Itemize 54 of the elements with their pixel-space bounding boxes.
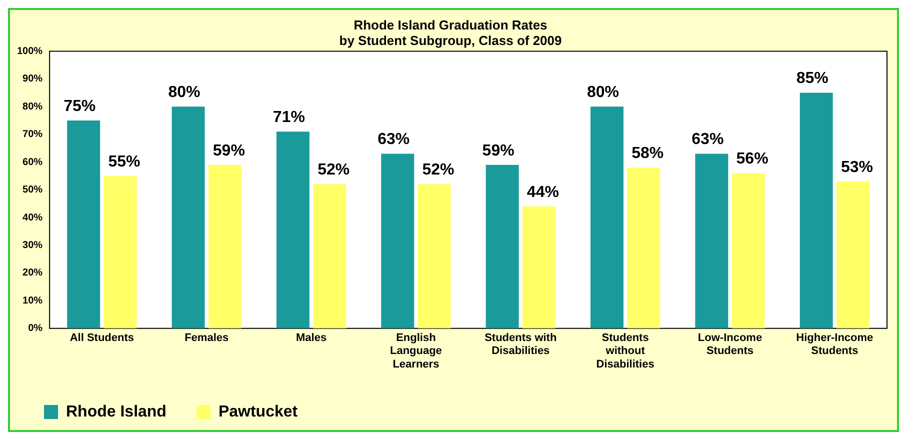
bar xyxy=(418,184,451,328)
bar xyxy=(313,184,346,328)
data-label: 58% xyxy=(632,145,664,162)
data-label: 63% xyxy=(378,131,410,148)
y-tick-label: 50% xyxy=(22,184,43,196)
y-tick-label: 20% xyxy=(22,268,43,279)
data-label: 55% xyxy=(108,153,140,170)
bar xyxy=(208,164,242,328)
bar xyxy=(172,106,205,328)
x-tick-label: Females xyxy=(184,332,229,344)
data-label: 56% xyxy=(736,150,768,168)
y-tick-label: 90% xyxy=(22,74,43,85)
y-tick-label: 100% xyxy=(17,46,43,57)
bar xyxy=(486,164,519,328)
y-tick-label: 60% xyxy=(22,156,43,168)
data-label: 63% xyxy=(692,131,724,148)
y-tick-label: 70% xyxy=(22,129,43,140)
chart-title: Rhode Island Graduation Rates by Student Subgroup, Class of 2009 xyxy=(339,17,562,48)
data-label: 53% xyxy=(840,158,873,176)
data-label: 85% xyxy=(796,70,828,88)
bar xyxy=(836,181,870,328)
x-tick-label: English Language Learners xyxy=(390,332,442,370)
legend-label: Rhode Island xyxy=(66,403,166,420)
bar xyxy=(381,154,414,328)
bar xyxy=(522,206,556,328)
y-tick-label: 0% xyxy=(28,323,43,334)
x-tick-label: Students without Disabilities xyxy=(596,332,654,370)
y-tick-label: 30% xyxy=(22,240,43,251)
bar xyxy=(695,154,728,328)
y-tick-label: 80% xyxy=(22,101,43,112)
bar xyxy=(67,120,100,328)
bar xyxy=(590,106,624,328)
data-label: 80% xyxy=(168,84,200,102)
data-label: 75% xyxy=(64,98,96,115)
data-label: 71% xyxy=(272,108,305,126)
data-label: 44% xyxy=(526,184,559,201)
y-tick-label: 10% xyxy=(22,295,43,306)
bar xyxy=(800,92,833,328)
data-label: 59% xyxy=(482,142,514,160)
data-label: 52% xyxy=(422,162,454,179)
bar xyxy=(276,132,310,328)
data-label: 52% xyxy=(318,162,350,179)
bar xyxy=(732,173,765,328)
x-tick-label: Higher-Income Students xyxy=(796,332,874,358)
x-tick-label: Low-Income Students xyxy=(698,332,762,358)
x-tick-label: Males xyxy=(296,332,327,344)
x-tick-label: Students with Disabilities xyxy=(484,332,557,358)
bar xyxy=(104,176,137,328)
legend-label: Pawtucket xyxy=(218,403,298,420)
y-tick-label: 40% xyxy=(22,212,43,224)
data-label: 59% xyxy=(212,142,245,160)
bar xyxy=(627,168,660,328)
x-tick-label: All Students xyxy=(70,332,134,344)
data-label: 80% xyxy=(586,84,619,102)
